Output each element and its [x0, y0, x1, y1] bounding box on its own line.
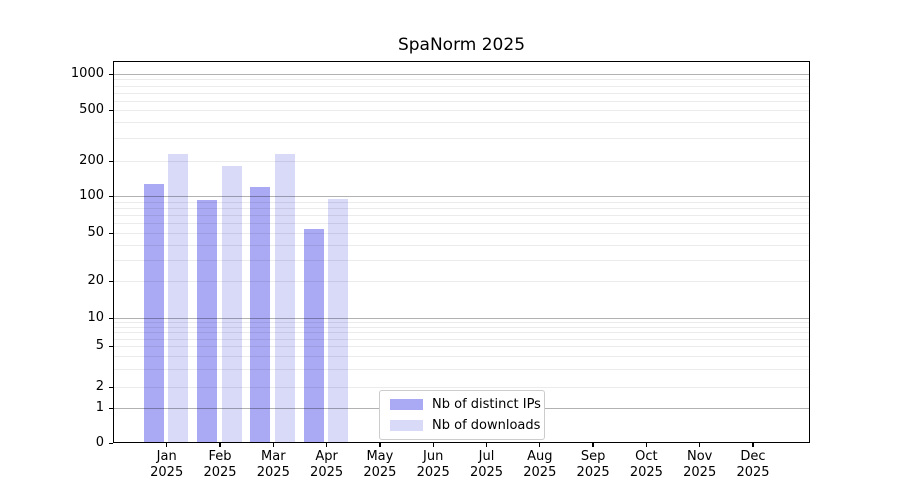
y-tick-label: 200: [79, 153, 104, 168]
y-tick: [109, 280, 113, 282]
y-tick-label: 20: [87, 273, 104, 288]
y-gridline-minor: [114, 138, 809, 140]
y-tick-label: 0: [95, 435, 104, 450]
x-tick-label: May 2025: [363, 449, 397, 480]
x-tick-label: Jun 2025: [416, 449, 450, 480]
x-tick-label: Nov 2025: [683, 449, 717, 480]
y-tick-label: 500: [79, 102, 104, 117]
y-tick-label: 5: [95, 338, 104, 353]
chart-title: SpaNorm 2025: [397, 35, 526, 55]
x-tick-label: Jul 2025: [469, 449, 504, 480]
y-gridline-minor: [114, 259, 809, 261]
x-tick-label: Oct 2025: [629, 449, 663, 480]
bar-distinct-ips-jan: [143, 183, 164, 443]
y-tick: [109, 407, 113, 409]
x-tick-label: Sep 2025: [576, 449, 610, 480]
bar-downloads-mar: [274, 153, 295, 443]
y-gridline-minor: [114, 327, 809, 328]
y-tick: [109, 109, 113, 111]
x-tick: [166, 443, 168, 447]
y-gridline-minor: [114, 110, 809, 111]
legend: Nb of distinct IPs Nb of downloads: [379, 390, 545, 440]
bar-distinct-ips-mar: [250, 186, 271, 443]
legend-label: Nb of downloads: [432, 418, 541, 433]
y-tick: [109, 160, 113, 162]
y-gridline-minor: [114, 368, 809, 370]
y-gridline-minor: [114, 322, 809, 324]
y-gridline-minor: [114, 338, 809, 340]
x-tick: [539, 443, 541, 447]
y-tick-label: 1: [95, 400, 104, 415]
y-gridline-minor: [114, 122, 809, 124]
bar-downloads-feb: [221, 166, 242, 443]
x-tick-label: Jan 2025: [150, 449, 184, 480]
y-tick: [109, 317, 113, 319]
x-tick: [752, 443, 754, 447]
y-gridline-minor: [114, 207, 809, 209]
legend-item: Nb of downloads: [390, 415, 540, 436]
y-gridline-minor: [114, 223, 809, 225]
x-tick: [645, 443, 648, 447]
bar-downloads-jan: [168, 154, 189, 443]
bar-distinct-ips-feb: [197, 200, 217, 443]
y-tick-label: 50: [87, 225, 104, 240]
y-tick: [109, 195, 113, 197]
y-tick: [109, 232, 113, 234]
y-gridline-major: [114, 74, 809, 75]
y-gridline-minor: [114, 281, 809, 282]
y-gridline-minor: [114, 100, 809, 102]
x-tick-label: Aug 2025: [523, 449, 557, 480]
x-tick-label: Dec 2025: [736, 449, 770, 480]
legend-swatch-distinct-ips: [390, 399, 423, 410]
x-tick: [272, 443, 274, 447]
y-tick-label: 2: [95, 379, 104, 394]
bar-downloads-apr: [328, 199, 349, 443]
y-tick-label: 100: [79, 188, 104, 203]
y-tick-label: 10: [87, 310, 104, 325]
y-gridline-minor: [114, 215, 809, 217]
legend-swatch-downloads: [390, 420, 423, 431]
y-tick-label: 1000: [70, 66, 104, 81]
y-gridline-minor: [114, 92, 809, 94]
y-tick: [109, 73, 113, 75]
y-gridline-minor: [114, 387, 809, 388]
x-tick: [699, 443, 701, 447]
legend-label: Nb of distinct IPs: [432, 397, 541, 412]
x-tick-label: Feb 2025: [203, 449, 237, 480]
y-gridline-minor: [114, 355, 809, 357]
y-gridline-major: [114, 318, 809, 319]
y-gridline-minor: [114, 161, 809, 162]
y-tick: [109, 386, 113, 388]
y-tick: [109, 345, 113, 347]
x-tick: [219, 443, 221, 447]
y-gridline-minor: [114, 244, 809, 246]
x-tick-label: Mar 2025: [256, 449, 290, 480]
y-gridline-minor: [114, 233, 809, 234]
y-gridline-minor: [114, 79, 809, 81]
legend-item: Nb of distinct IPs: [390, 394, 541, 415]
x-tick-label: Apr 2025: [310, 449, 344, 480]
y-gridline-minor: [114, 346, 809, 347]
y-gridline-minor: [114, 332, 809, 334]
y-tick: [109, 442, 113, 444]
x-tick: [592, 443, 594, 447]
x-tick: [379, 443, 381, 447]
x-tick: [485, 443, 488, 447]
x-tick: [432, 443, 434, 447]
y-gridline-major: [114, 196, 809, 197]
bar-distinct-ips-apr: [303, 228, 324, 443]
y-gridline-minor: [114, 85, 809, 87]
x-tick: [325, 443, 328, 447]
y-gridline-minor: [114, 201, 809, 203]
